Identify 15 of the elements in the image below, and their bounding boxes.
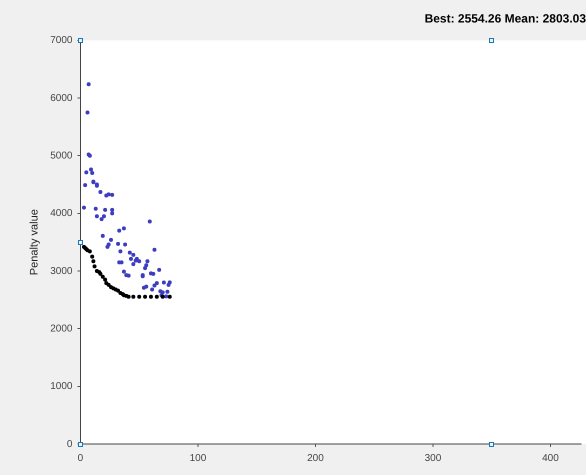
y-axis-title: Penalty value [28,209,41,276]
x-tick-label: 200 [307,452,324,464]
y-tick-label: 7000 [50,35,73,46]
x-tick-label: 0 [78,452,84,464]
y-tick-label: 6000 [50,92,73,104]
x-tick-label: 400 [542,452,560,464]
y-tick-label: 1000 [50,381,73,392]
x-tick-label: 300 [424,452,442,464]
y-tick-label: 4000 [50,208,73,220]
chart-title: Best: 2554.26 Mean: 2803.03 [424,12,586,26]
x-tick-label: 100 [190,452,207,464]
y-tick-label: 2000 [50,323,73,334]
y-tick-label: 3000 [50,266,73,277]
y-tick-label: 0 [66,438,73,450]
y-tick-label: 5000 [50,150,73,162]
